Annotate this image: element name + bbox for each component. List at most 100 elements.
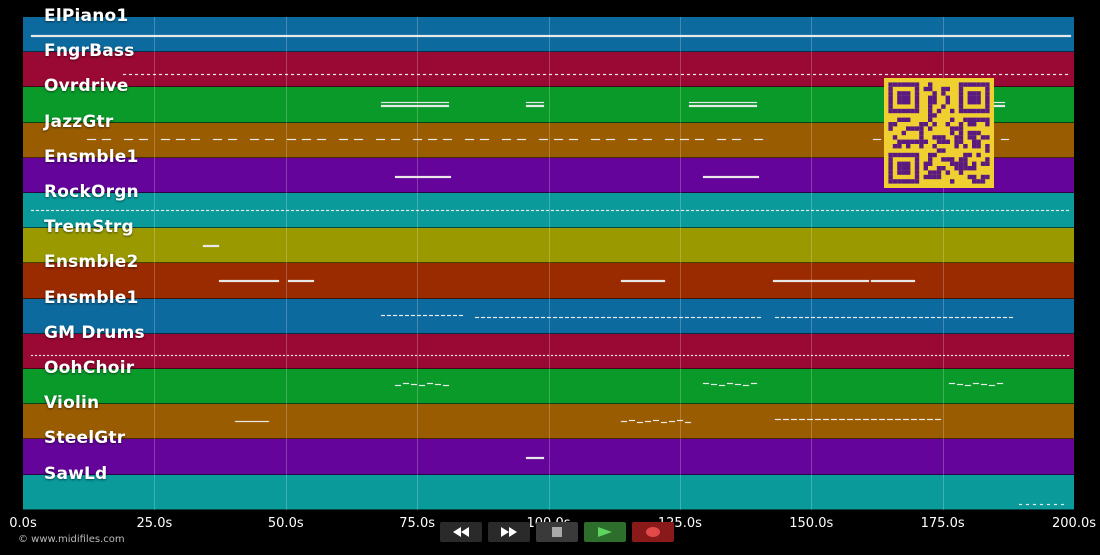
note-mark <box>939 354 941 356</box>
note-mark <box>801 74 804 76</box>
track-row[interactable] <box>23 228 1074 264</box>
note-mark <box>606 210 609 211</box>
note-mark <box>339 354 341 356</box>
note-mark <box>226 210 229 211</box>
track-row[interactable] <box>23 298 1074 334</box>
note-mark <box>203 245 219 248</box>
note-mark <box>716 210 719 211</box>
tick-label: 25.0s <box>136 516 173 531</box>
note-mark <box>549 74 552 76</box>
note-mark <box>643 316 647 318</box>
note-mark <box>456 210 459 211</box>
note-mark <box>726 210 729 211</box>
track-label: Ensmble1 <box>44 146 139 167</box>
track-row[interactable] <box>23 333 1074 369</box>
note-mark <box>635 354 637 356</box>
note-mark <box>495 354 497 356</box>
note-mark <box>317 138 326 140</box>
track-label: RockOrgn <box>44 182 139 202</box>
note-mark <box>124 138 133 140</box>
note-mark <box>946 210 949 211</box>
note-mark <box>891 354 893 356</box>
note-lane <box>23 369 1074 403</box>
note-mark <box>885 74 888 76</box>
note-mark <box>761 210 764 211</box>
note-mark <box>811 210 814 211</box>
note-mark <box>771 354 773 356</box>
note-mark <box>483 354 485 356</box>
note-mark <box>877 316 881 318</box>
track-row[interactable] <box>23 474 1074 510</box>
note-lane <box>23 439 1074 473</box>
note-mark <box>279 354 281 356</box>
rewind-button[interactable] <box>440 522 482 542</box>
note-mark <box>991 210 994 211</box>
note-mark <box>787 354 789 356</box>
note-mark <box>855 74 858 76</box>
note-mark <box>543 354 545 356</box>
note-mark <box>777 74 780 76</box>
qr-code-icon[interactable] <box>884 78 994 188</box>
note-mark <box>431 354 433 356</box>
note-mark <box>171 354 173 356</box>
note-mark <box>931 210 934 211</box>
stop-button[interactable] <box>536 522 578 542</box>
note-lane <box>23 299 1074 333</box>
record-button[interactable] <box>632 522 674 542</box>
note-mark <box>603 354 605 356</box>
track-row[interactable] <box>23 193 1074 229</box>
note-mark <box>859 316 863 318</box>
note-mark <box>656 210 659 211</box>
note-mark <box>680 138 689 140</box>
note-mark <box>367 354 369 356</box>
note-mark <box>955 316 959 318</box>
fast-forward-button[interactable] <box>488 522 530 542</box>
note-mark <box>883 354 885 356</box>
note-mark <box>751 316 755 318</box>
note-mark <box>965 385 971 386</box>
note-mark <box>465 138 474 140</box>
note-mark <box>299 354 301 356</box>
note-mark <box>267 354 269 356</box>
note-mark <box>763 354 765 356</box>
note-mark <box>527 354 529 356</box>
note-mark <box>661 316 665 318</box>
note-mark <box>1005 74 1008 76</box>
tick-label: 75.0s <box>399 516 435 531</box>
note-mark <box>831 74 834 76</box>
track-row[interactable] <box>23 263 1074 299</box>
note-mark <box>343 354 345 356</box>
note-mark <box>967 354 969 356</box>
track-row[interactable] <box>23 17 1074 53</box>
note-mark <box>301 210 304 211</box>
note-mark <box>706 210 709 211</box>
note-mark <box>71 354 73 356</box>
note-mark <box>1015 354 1017 356</box>
note-mark <box>987 354 989 356</box>
note-mark <box>115 354 117 356</box>
note-mark <box>135 354 137 356</box>
note-mark <box>591 138 600 140</box>
note-mark <box>675 74 678 76</box>
note-mark <box>386 210 389 211</box>
note-mark <box>911 210 914 211</box>
note-mark <box>419 354 421 356</box>
note-mark <box>827 354 829 356</box>
play-button[interactable] <box>584 522 626 542</box>
note-mark <box>435 314 439 316</box>
note-mark <box>747 74 750 76</box>
note-mark <box>839 419 845 421</box>
track-row[interactable] <box>23 439 1074 475</box>
note-mark <box>327 354 329 356</box>
note-mark <box>126 210 129 211</box>
note-mark <box>281 210 284 211</box>
note-mark <box>1035 354 1037 356</box>
note-mark <box>1061 210 1064 211</box>
note-mark <box>566 210 569 211</box>
note-mark <box>666 210 669 211</box>
note-mark <box>871 280 915 283</box>
track-row[interactable] <box>23 404 1074 440</box>
note-mark <box>401 210 404 211</box>
note-mark <box>835 354 837 356</box>
track-row[interactable] <box>23 369 1074 405</box>
